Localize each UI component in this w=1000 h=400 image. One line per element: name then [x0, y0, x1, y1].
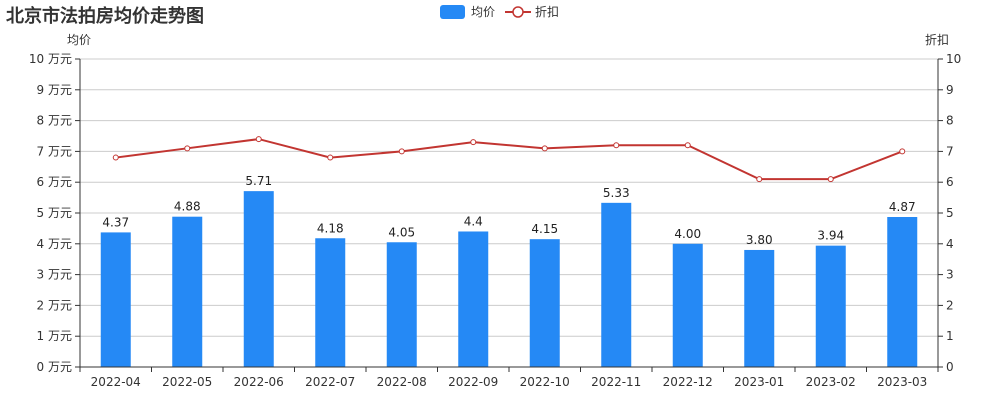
bar[interactable]: [243, 191, 274, 367]
x-tick-label: 2022-09: [448, 375, 498, 389]
bar-value-label: 3.94: [817, 229, 844, 243]
left-tick-label: 5 万元: [37, 206, 72, 220]
legend-item-avg-price[interactable]: 均价: [440, 3, 495, 20]
bar[interactable]: [458, 231, 489, 367]
line-point[interactable]: [398, 148, 405, 155]
right-tick-label: 7: [946, 144, 954, 158]
right-tick-label: 6: [946, 175, 954, 189]
line-point[interactable]: [756, 176, 763, 183]
chart-title: 北京市法拍房均价走势图: [6, 6, 204, 27]
bar-value-label: 4.00: [674, 227, 701, 241]
line-point[interactable]: [613, 142, 620, 149]
right-tick-label: 1: [946, 329, 954, 343]
x-tick-label: 2022-11: [591, 375, 641, 389]
bar-value-label: 4.15: [531, 222, 558, 236]
left-tick-label: 6 万元: [37, 175, 72, 189]
bar-value-label: 4.18: [317, 221, 344, 235]
bar-value-label: 4.87: [889, 200, 916, 214]
line-point[interactable]: [827, 176, 834, 183]
line-point[interactable]: [684, 142, 691, 149]
left-tick-label: 4 万元: [37, 237, 72, 251]
right-tick-label: 2: [946, 298, 954, 312]
line-point[interactable]: [470, 139, 477, 146]
x-tick-label: 2022-07: [305, 375, 355, 389]
x-tick-label: 2023-01: [734, 375, 784, 389]
line-point[interactable]: [327, 154, 334, 161]
x-tick-label: 2023-03: [877, 375, 927, 389]
bar-value-label: 5.33: [603, 186, 630, 200]
bar[interactable]: [744, 249, 775, 367]
bar-value-label: 4.37: [102, 215, 129, 229]
chart-legend: 均价 折扣: [440, 3, 569, 20]
right-tick-label: 3: [946, 268, 954, 282]
line-point[interactable]: [255, 136, 262, 143]
left-tick-label: 10 万元: [29, 52, 72, 66]
right-tick-label: 8: [946, 114, 954, 128]
bar[interactable]: [172, 216, 203, 367]
line-point[interactable]: [541, 145, 548, 152]
left-tick-label: 1 万元: [37, 329, 72, 343]
line-point[interactable]: [184, 145, 191, 152]
legend-label-discount: 折扣: [535, 5, 560, 19]
x-tick-label: 2022-08: [377, 375, 427, 389]
legend-item-discount[interactable]: 折扣: [505, 3, 559, 20]
x-tick-label: 2022-12: [663, 375, 713, 389]
left-tick-label: 2 万元: [37, 298, 72, 312]
x-tick-label: 2022-06: [234, 375, 284, 389]
left-tick-label: 7 万元: [37, 144, 72, 158]
bar-series-avg-price: 4.37 4.88 5.71 4.18 4.05 4.4 4.15 5.33 4.00 3.80 3…: [100, 174, 918, 367]
right-tick-label: 0: [946, 360, 954, 374]
line-circle-swatch-icon: [505, 5, 532, 18]
x-tick-label: 2022-10: [520, 375, 570, 389]
bar[interactable]: [601, 202, 632, 367]
right-axis-name: 折扣: [925, 33, 950, 47]
left-tick-label: 8 万元: [37, 114, 72, 128]
right-tick-label: 5: [946, 206, 954, 220]
bar[interactable]: [315, 238, 346, 367]
x-tick-label: 2022-05: [162, 375, 212, 389]
x-tick-label: 2023-02: [806, 375, 856, 389]
line-point[interactable]: [899, 148, 906, 155]
right-tick-label: 9: [946, 83, 954, 97]
x-axis: 2022-04 2022-05 2022-06 2022-07 2022-08 2022-…: [79, 366, 939, 389]
line-series-discount: [112, 136, 906, 183]
bar-value-label: 4.88: [174, 200, 201, 214]
right-tick-label: 4: [946, 237, 954, 251]
bar[interactable]: [887, 217, 918, 367]
bar[interactable]: [529, 239, 560, 367]
bar[interactable]: [815, 245, 846, 367]
bar-swatch-icon: [440, 4, 465, 19]
x-tick-label: 2022-04: [91, 375, 141, 389]
bar-value-label: 4.4: [464, 214, 483, 228]
right-y-axis: 0 1 2 3 4 5 6 7 8 9 10: [937, 52, 961, 374]
bar[interactable]: [672, 243, 703, 367]
line-point[interactable]: [112, 154, 119, 161]
grid-lines: [80, 58, 938, 337]
bar-value-label: 3.80: [746, 233, 773, 247]
bar-value-label: 5.71: [245, 174, 272, 188]
left-axis-name: 均价: [67, 33, 92, 47]
left-tick-label: 0 万元: [37, 360, 72, 374]
bar[interactable]: [386, 242, 417, 367]
right-tick-label: 10: [946, 52, 961, 66]
left-tick-label: 3 万元: [37, 268, 72, 282]
bar-value-label: 4.05: [388, 225, 415, 239]
left-y-axis: 0 万元 1 万元 2 万元 3 万元 4 万元 5 万元 6 万元 7 万元 8 万元 9 万元…: [29, 52, 81, 374]
left-tick-label: 9 万元: [37, 83, 72, 97]
legend-label-avg-price: 均价: [471, 5, 496, 19]
bar[interactable]: [100, 232, 131, 367]
